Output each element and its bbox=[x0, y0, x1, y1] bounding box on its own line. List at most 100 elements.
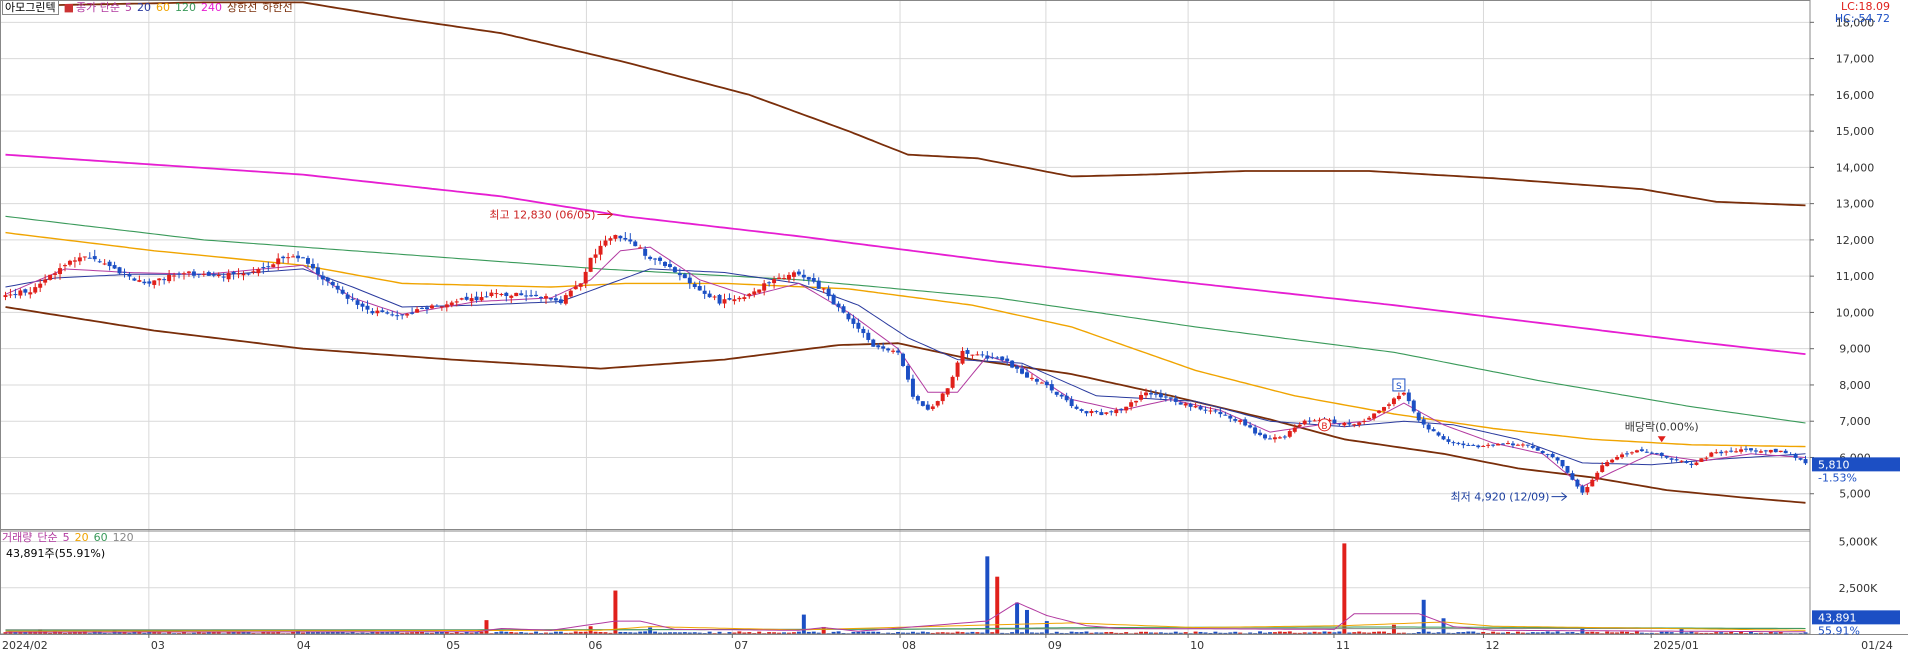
candle-body[interactable] bbox=[811, 277, 816, 282]
candle-body[interactable] bbox=[3, 295, 8, 298]
candle-body[interactable] bbox=[182, 273, 186, 275]
volume-bar[interactable] bbox=[464, 631, 469, 634]
candle-body[interactable] bbox=[266, 266, 271, 268]
candle-body[interactable] bbox=[107, 261, 112, 267]
volume-bar[interactable] bbox=[504, 631, 509, 634]
volume-bar[interactable] bbox=[633, 632, 638, 634]
volume-bar[interactable] bbox=[563, 632, 568, 634]
candle-body[interactable] bbox=[1748, 448, 1753, 451]
volume-bar[interactable] bbox=[58, 631, 63, 634]
volume-bar[interactable] bbox=[216, 631, 221, 634]
volume-bar[interactable] bbox=[980, 632, 985, 634]
volume-bar[interactable] bbox=[1570, 632, 1575, 634]
volume-bar[interactable] bbox=[767, 632, 772, 634]
candle-body[interactable] bbox=[157, 278, 162, 281]
volume-bar[interactable] bbox=[1729, 632, 1734, 634]
ma20-legend[interactable]: 20 bbox=[137, 1, 151, 14]
volume-bar[interactable] bbox=[1496, 632, 1501, 634]
candle-body[interactable] bbox=[1213, 410, 1218, 412]
candle-body[interactable] bbox=[1421, 419, 1426, 425]
candle-body[interactable] bbox=[330, 281, 335, 286]
candle-body[interactable] bbox=[1426, 424, 1431, 430]
candle-body[interactable] bbox=[1277, 437, 1282, 439]
candle-body[interactable] bbox=[1139, 395, 1144, 400]
candle-body[interactable] bbox=[737, 297, 742, 300]
volume-bar[interactable] bbox=[578, 631, 583, 634]
volume-bar[interactable] bbox=[925, 632, 930, 634]
volume-bar[interactable] bbox=[1520, 632, 1525, 634]
candle-body[interactable] bbox=[772, 279, 777, 284]
volume-bar[interactable] bbox=[672, 632, 677, 634]
candle-body[interactable] bbox=[990, 357, 995, 359]
candle-body[interactable] bbox=[1783, 450, 1788, 454]
volume-bar[interactable] bbox=[1134, 632, 1139, 634]
candle-body[interactable] bbox=[1317, 419, 1322, 421]
volume-bar[interactable] bbox=[28, 631, 33, 634]
volume-bar[interactable] bbox=[1421, 599, 1426, 634]
price-ma-label[interactable]: 종가 단순 bbox=[76, 1, 120, 14]
volume-bar[interactable] bbox=[82, 631, 87, 634]
candle-body[interactable] bbox=[1744, 448, 1748, 450]
volume-bar[interactable] bbox=[950, 632, 955, 634]
candle-body[interactable] bbox=[806, 277, 811, 280]
volume-bar[interactable] bbox=[236, 631, 241, 634]
candle-body[interactable] bbox=[1158, 393, 1163, 398]
volume-bar[interactable] bbox=[1724, 632, 1729, 634]
candle-body[interactable] bbox=[940, 393, 945, 402]
candle-body[interactable] bbox=[469, 298, 474, 302]
volume-bar[interactable] bbox=[1634, 631, 1639, 634]
candle-body[interactable] bbox=[1094, 411, 1099, 413]
volume-bar[interactable] bbox=[1000, 632, 1005, 634]
volume-bar[interactable] bbox=[707, 631, 712, 634]
candle-body[interactable] bbox=[707, 293, 712, 298]
candle-body[interactable] bbox=[365, 305, 370, 310]
candle-body[interactable] bbox=[1739, 449, 1744, 452]
candle-body[interactable] bbox=[1753, 450, 1758, 452]
candle-body[interactable] bbox=[1644, 451, 1649, 453]
candle-body[interactable] bbox=[796, 271, 801, 275]
vol-ma60-legend[interactable]: 60 bbox=[93, 531, 108, 544]
volume-bar[interactable] bbox=[1382, 631, 1387, 634]
volume-bar[interactable] bbox=[77, 632, 82, 634]
candle-body[interactable] bbox=[1704, 457, 1709, 459]
candle-body[interactable] bbox=[390, 314, 395, 316]
volume-bar[interactable] bbox=[1223, 632, 1228, 634]
candle-body[interactable] bbox=[1243, 419, 1248, 426]
volume-bar[interactable] bbox=[494, 632, 499, 634]
volume-bar[interactable] bbox=[1441, 618, 1446, 634]
candle-body[interactable] bbox=[816, 280, 821, 289]
candle-body[interactable] bbox=[1575, 479, 1580, 487]
candle-body[interactable] bbox=[1089, 410, 1094, 414]
candle-body[interactable] bbox=[682, 274, 687, 279]
volume-bars[interactable] bbox=[3, 543, 1808, 635]
candle-body[interactable] bbox=[851, 318, 856, 324]
candle-body[interactable] bbox=[1441, 436, 1446, 440]
volume-bar[interactable] bbox=[608, 632, 613, 634]
candle-body[interactable] bbox=[429, 305, 434, 309]
volume-bar[interactable] bbox=[1327, 631, 1332, 634]
candle-body[interactable] bbox=[1357, 422, 1362, 426]
volume-bar[interactable] bbox=[375, 632, 380, 634]
candle-body[interactable] bbox=[1025, 372, 1029, 378]
candle-body[interactable] bbox=[236, 273, 241, 275]
candle-body[interactable] bbox=[82, 256, 87, 258]
volume-bar[interactable] bbox=[1481, 631, 1486, 634]
candle-body[interactable] bbox=[1396, 395, 1401, 400]
candle-body[interactable] bbox=[1481, 445, 1486, 447]
volume-bar[interactable] bbox=[866, 631, 871, 634]
candle-body[interactable] bbox=[1654, 453, 1659, 455]
volume-bar[interactable] bbox=[1069, 631, 1074, 634]
candle-body[interactable] bbox=[72, 260, 77, 262]
candle-body[interactable] bbox=[1208, 410, 1213, 412]
candle-body[interactable] bbox=[13, 294, 18, 296]
candle-body[interactable] bbox=[484, 296, 489, 298]
candle-body[interactable] bbox=[271, 264, 276, 268]
candle-body[interactable] bbox=[593, 254, 598, 258]
volume-bar[interactable] bbox=[1739, 631, 1744, 634]
volume-bar[interactable] bbox=[985, 556, 990, 634]
candle-body[interactable] bbox=[826, 288, 831, 297]
volume-bar[interactable] bbox=[1342, 543, 1347, 634]
volume-bar[interactable] bbox=[1178, 632, 1183, 634]
volume-bar[interactable] bbox=[1198, 631, 1203, 634]
candle-body[interactable] bbox=[1734, 451, 1739, 453]
